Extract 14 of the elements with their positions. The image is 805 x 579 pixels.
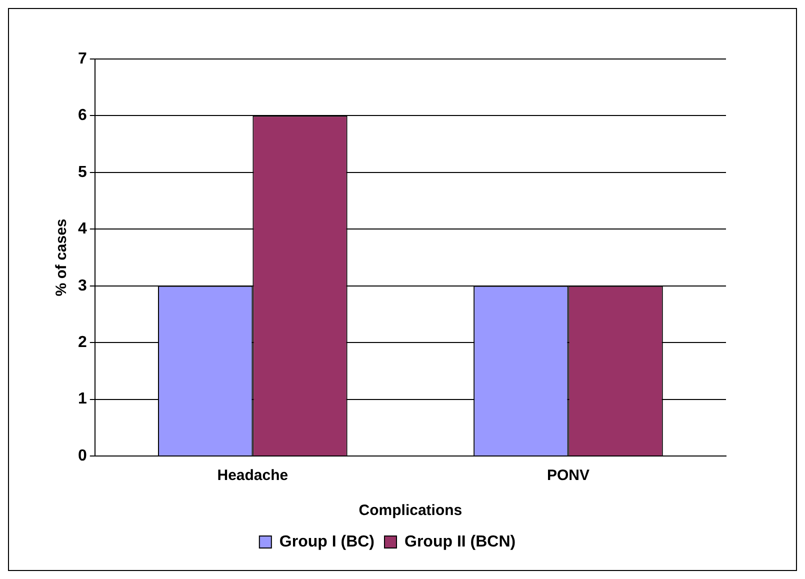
- x-tick-label: PONV: [546, 467, 590, 484]
- y-tick-label: 0: [78, 447, 87, 464]
- y-tick-label: 7: [78, 50, 87, 68]
- y-tick-label: 3: [78, 277, 87, 294]
- y-tick-label: 4: [78, 220, 87, 238]
- y-tick-label: 6: [78, 107, 87, 124]
- y-tick-label: 1: [78, 390, 87, 408]
- x-tick-label: Headache: [217, 467, 288, 484]
- legend-label: Group I (BC): [279, 533, 374, 550]
- y-tick-label: 5: [78, 164, 87, 181]
- x-axis-title: Complications: [358, 502, 462, 520]
- legend-label: Group II (BCN): [404, 533, 516, 550]
- y-tick-label: 2: [78, 334, 87, 351]
- y-axis-title: % of cases: [53, 218, 70, 296]
